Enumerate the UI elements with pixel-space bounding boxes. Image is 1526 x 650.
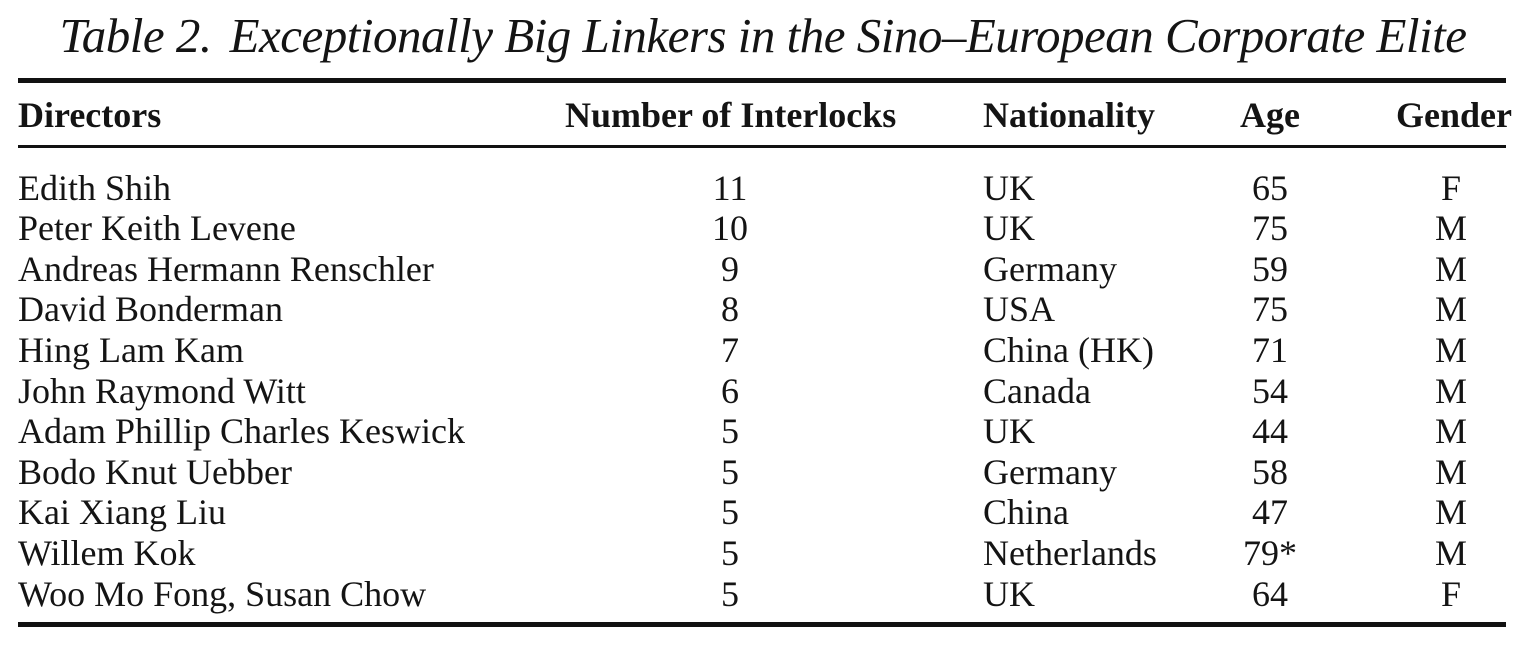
cell-director: Hing Lam Kam [18,329,244,370]
cell-nationality: Canada [983,370,1091,411]
cell-director: Woo Mo Fong, Susan Chow [18,573,427,614]
table-row: Hing Lam Kam 7 China (HK) 71 M [18,330,1506,371]
cell-age: 79* [1243,532,1297,573]
cell-nationality: UK [983,573,1035,614]
cell-interlocks: 7 [721,329,739,370]
big-linkers-table: Directors Number of Interlocks Nationali… [18,78,1512,628]
cell-gender: M [1434,208,1467,249]
cell-age: 44 [1252,411,1288,452]
table-body: Edith Shih 11 UK 65 F Peter Keith Levene… [18,146,1506,625]
cell-nationality: China [983,492,1069,533]
cell-director: Kai Xiang Liu [18,492,226,533]
cell-gender: M [1434,248,1467,289]
table-caption-label: Table 2. [59,8,212,63]
cell-nationality: Germany [983,248,1117,289]
cell-gender: M [1434,411,1467,452]
cell-interlocks: 5 [721,532,739,573]
col-header-interlocks: Number of Interlocks [565,80,896,148]
cell-director: Adam Phillip Charles Keswick [18,411,465,452]
table-row: Andreas Hermann Renschler 9 Germany 59 M [18,249,1506,290]
cell-age: 54 [1252,370,1288,411]
cell-gender: M [1434,532,1467,573]
cell-gender: F [1440,167,1462,208]
cell-gender: M [1434,329,1467,370]
table-caption: Table 2. Exceptionally Big Linkers in the… [20,8,1506,64]
col-header-directors: Directors [18,80,565,148]
cell-gender: M [1434,492,1467,533]
cell-director: Bodo Knut Uebber [18,451,292,492]
cell-interlocks: 5 [721,492,739,533]
cell-age: 71 [1252,329,1288,370]
table-row: Woo Mo Fong, Susan Chow 5 UK 64 F [18,574,1506,625]
col-header-age: Age [1230,80,1310,148]
cell-interlocks: 11 [712,167,748,208]
cell-gender: M [1434,289,1467,330]
table-row: David Bonderman 8 USA 75 M [18,289,1506,330]
table-row: Edith Shih 11 UK 65 F [18,146,1506,208]
cell-age: 75 [1252,208,1288,249]
cell-nationality: UK [983,167,1035,208]
cell-age: 59 [1252,248,1288,289]
cell-gender: F [1440,573,1462,614]
table-row: Bodo Knut Uebber 5 Germany 58 M [18,452,1506,493]
cell-interlocks: 5 [721,573,739,614]
col-header-nationality: Nationality [895,80,1230,148]
cell-age: 47 [1252,492,1288,533]
table-row: Willem Kok 5 Netherlands 79* M [18,533,1506,574]
cell-nationality: USA [983,289,1056,330]
cell-director: Andreas Hermann Renschler [18,248,434,289]
cell-interlocks: 9 [721,248,739,289]
cell-nationality: Netherlands [983,532,1157,573]
header-row: Directors Number of Interlocks Nationali… [18,80,1512,148]
cell-gender: M [1434,451,1467,492]
cell-interlocks: 8 [721,289,739,330]
table-row: Adam Phillip Charles Keswick 5 UK 44 M [18,411,1506,452]
cell-nationality: UK [983,411,1035,452]
table-caption-title: Exceptionally Big Linkers in the Sino–Eu… [229,8,1467,63]
cell-director: David Bonderman [18,289,283,330]
cell-gender: M [1434,370,1467,411]
cell-interlocks: 10 [712,208,748,249]
table-row: John Raymond Witt 6 Canada 54 M [18,371,1506,412]
cell-age: 65 [1252,167,1288,208]
cell-director: Willem Kok [18,532,196,573]
cell-director: Edith Shih [18,167,172,208]
table-row: Peter Keith Levene 10 UK 75 M [18,208,1506,249]
cell-nationality: China (HK) [983,329,1154,370]
cell-interlocks: 5 [721,411,739,452]
cell-nationality: Germany [983,451,1117,492]
cell-interlocks: 5 [721,451,739,492]
table-row: Kai Xiang Liu 5 China 47 M [18,492,1506,533]
cell-interlocks: 6 [721,370,739,411]
cell-director: John Raymond Witt [18,370,306,411]
table-header: Directors Number of Interlocks Nationali… [18,80,1512,148]
cell-nationality: UK [983,208,1035,249]
cell-age: 58 [1252,451,1288,492]
col-header-gender: Gender [1310,80,1512,148]
cell-age: 64 [1252,573,1288,614]
cell-age: 75 [1252,289,1288,330]
cell-director: Peter Keith Levene [18,208,296,249]
